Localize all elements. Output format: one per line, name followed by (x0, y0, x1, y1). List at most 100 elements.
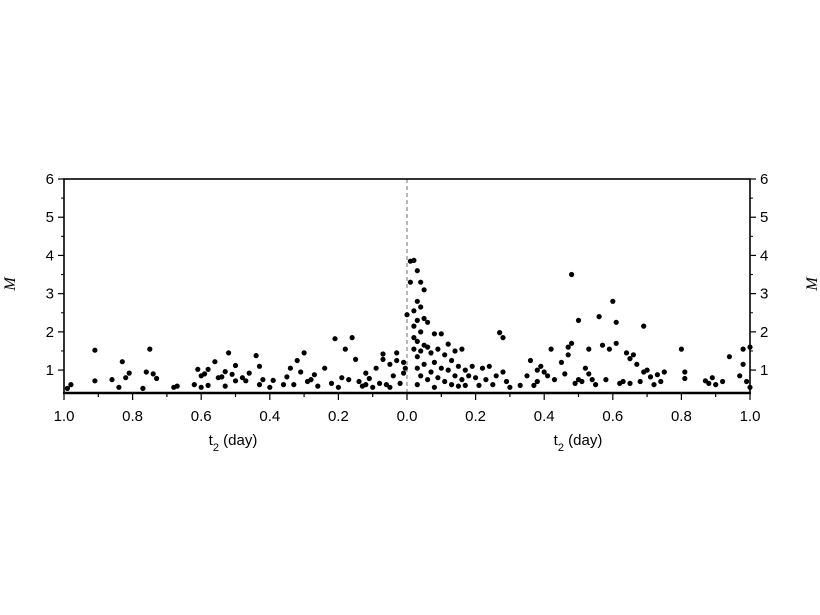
x-tick-left-0.8-label: 0.8 (122, 408, 143, 425)
data-point-left-17 (195, 366, 201, 372)
data-point-right-102 (630, 352, 637, 358)
data-point-right-51 (469, 363, 475, 369)
data-point-right-62 (503, 378, 510, 385)
data-point-left-0 (64, 385, 70, 391)
data-point-left-44 (291, 382, 297, 388)
data-point-right-103 (634, 361, 640, 367)
data-point-left-41 (280, 382, 287, 388)
data-point-left-77 (397, 380, 403, 386)
data-point-right-30 (431, 359, 437, 365)
y-tick-label-right-3: 3 (760, 286, 768, 303)
y-axis-title-right: M (804, 276, 820, 292)
data-point-left-22 (205, 382, 211, 388)
data-point-right-91 (599, 342, 606, 348)
data-point-right-45 (455, 383, 461, 389)
x-tick-left-0.6-label: 0.6 (191, 408, 212, 425)
data-point-right-23 (421, 361, 427, 367)
data-point-right-101 (627, 380, 633, 386)
data-point-right-12 (414, 354, 420, 360)
data-point-left-12 (150, 371, 156, 377)
data-point-right-120 (720, 378, 726, 385)
data-point-right-8 (414, 268, 420, 274)
data-point-left-58 (346, 377, 352, 383)
data-point-right-79 (569, 271, 575, 278)
data-point-right-0 (404, 312, 410, 318)
data-point-right-90 (596, 314, 602, 320)
data-point-left-11 (147, 346, 153, 352)
x-tick-left-0.0-label: 0.0 (397, 408, 418, 425)
data-point-left-51 (315, 383, 321, 389)
data-point-left-4 (109, 377, 115, 383)
data-point-right-84 (579, 378, 585, 385)
data-point-left-42 (284, 374, 290, 380)
x-tick-right-0.8-label: 0.8 (671, 408, 692, 425)
data-point-right-47 (459, 377, 465, 383)
data-point-right-19 (418, 373, 424, 379)
data-point-right-122 (737, 373, 743, 379)
y-tick-label-right-4: 4 (760, 247, 768, 264)
data-point-right-119 (713, 382, 719, 388)
data-point-right-17 (418, 329, 424, 335)
x-tick-left-0.2-label: 0.2 (328, 408, 349, 425)
data-point-left-15 (174, 383, 180, 389)
data-point-left-27 (222, 383, 228, 389)
data-point-right-100 (627, 356, 633, 362)
data-point-left-72 (387, 384, 393, 390)
data-point-right-104 (637, 378, 643, 385)
data-point-left-70 (380, 351, 386, 357)
data-point-right-123 (740, 346, 746, 352)
data-point-left-74 (390, 373, 396, 379)
data-point-right-94 (610, 298, 616, 304)
data-point-right-32 (435, 346, 441, 352)
data-point-left-50 (311, 372, 317, 378)
data-point-right-69 (534, 378, 540, 385)
data-point-right-13 (414, 365, 420, 371)
data-point-right-50 (466, 373, 472, 379)
data-point-right-113 (678, 346, 685, 352)
data-point-left-32 (239, 375, 245, 381)
data-point-right-46 (459, 346, 465, 352)
data-point-right-99 (623, 350, 630, 356)
data-point-right-41 (449, 382, 455, 388)
data-point-left-43 (287, 365, 293, 371)
data-point-right-53 (476, 382, 482, 388)
data-point-right-25 (425, 344, 431, 350)
y-tick-label-left-5: 5 (46, 209, 54, 226)
data-point-right-34 (438, 331, 444, 337)
data-point-right-88 (589, 377, 595, 383)
data-point-right-63 (507, 384, 513, 390)
data-point-right-20 (421, 287, 427, 293)
data-point-left-67 (373, 365, 379, 371)
y-tick-label-right-2: 2 (760, 324, 768, 341)
data-point-left-3 (92, 378, 98, 384)
data-point-left-30 (232, 362, 239, 369)
data-point-left-75 (394, 357, 400, 364)
data-point-right-42 (452, 348, 458, 354)
data-point-left-19 (198, 384, 204, 390)
data-point-left-40 (270, 377, 276, 383)
data-point-right-93 (606, 346, 613, 352)
data-point-left-63 (363, 370, 369, 376)
axes: 1 1 2 2 3 3 4 4 5 5 6 6 1.0 0.8 0.6 0.4 0.2 0.0 0.2 0.4 0.6 0… (46, 171, 769, 425)
y-axis-title-left: M (2, 276, 19, 292)
data-point-left-8 (126, 370, 132, 376)
data-point-right-7 (411, 346, 417, 352)
data-point-left-34 (246, 370, 252, 376)
data-point-left-60 (353, 356, 359, 362)
data-point-left-69 (380, 356, 386, 362)
data-point-right-66 (527, 357, 534, 364)
x-tick-right-0.4-label: 0.4 (534, 408, 555, 425)
data-point-right-107 (644, 367, 650, 373)
data-point-left-21 (205, 366, 211, 372)
data-point-right-67 (531, 382, 537, 388)
data-point-left-73 (387, 361, 393, 367)
data-point-left-6 (119, 359, 125, 365)
data-point-right-108 (647, 374, 654, 380)
y-tick-label-left-1: 1 (46, 362, 54, 379)
x-tick-right-1.0-label: 1.0 (740, 408, 761, 425)
data-point-right-9 (414, 298, 420, 304)
data-point-right-78 (565, 352, 571, 358)
data-point-right-16 (418, 304, 424, 310)
x-tick-left-1.0-label: 1.0 (54, 408, 75, 425)
data-point-right-4 (411, 308, 417, 314)
